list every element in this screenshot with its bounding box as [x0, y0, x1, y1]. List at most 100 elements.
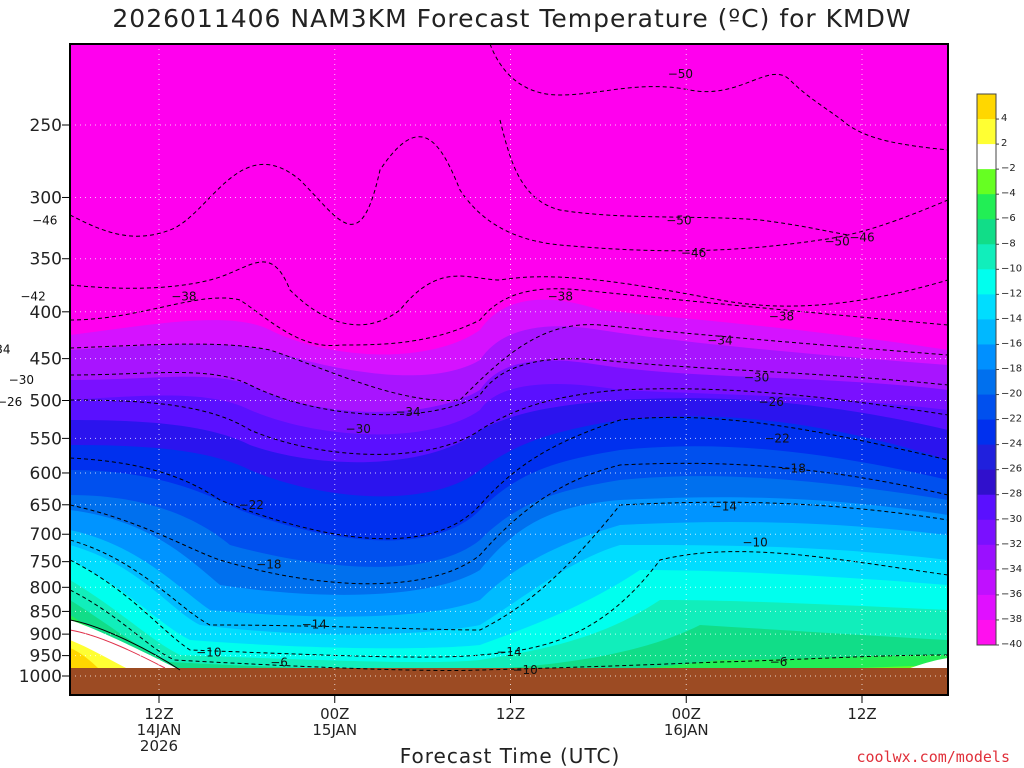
colorbar-label-4: −6 — [1001, 213, 1016, 224]
colorbar-swatch-13 — [977, 419, 996, 446]
colorbar-swatch-3 — [977, 169, 996, 195]
isotherm-zero — [69, 619, 181, 671]
contour-label-26: −10 — [512, 663, 537, 677]
x-tick-label-1-2: 15JAN — [312, 721, 357, 739]
contour-label-22: −14 — [302, 617, 327, 631]
colorbar-label-2: −2 — [1001, 163, 1016, 174]
contour-label-15: −30 — [744, 371, 769, 385]
colorbar-swatch-20 — [977, 594, 996, 621]
ground — [70, 668, 948, 695]
y-tick-label-300: 300 — [30, 188, 62, 208]
contour-label-29: −6 — [770, 655, 788, 669]
credit-link[interactable]: coolwx.com/models — [856, 748, 1010, 766]
isotherm-minus18 — [70, 462, 948, 585]
colorbar-label-21: −40 — [1001, 639, 1022, 650]
colorbar-label-15: −28 — [1001, 489, 1022, 500]
contour-label-21: −18 — [781, 461, 806, 475]
grid-lines — [70, 44, 948, 695]
colorbar-swatch-6 — [977, 244, 996, 270]
y-tick-label-900: 900 — [30, 625, 62, 645]
isotherm-minus38 — [70, 288, 948, 347]
colorbar-swatch-15 — [977, 469, 996, 496]
contour-label-25: −10 — [196, 645, 221, 659]
colorbar-swatch-8 — [977, 294, 996, 320]
colorbar-label-18: −34 — [1001, 564, 1022, 575]
colorbar-label-8: −14 — [1001, 313, 1022, 324]
x-tick-label-3-2: 16JAN — [664, 721, 709, 739]
contour-label-6: −42 — [20, 290, 45, 304]
y-tick-label-700: 700 — [30, 525, 62, 545]
colorbar-swatch-21 — [977, 619, 996, 646]
colorbar-swatch-18 — [977, 544, 996, 571]
y-tick-label-650: 650 — [30, 496, 62, 516]
x-tick-label-0-1: 12Z — [144, 705, 173, 723]
isotherm-minus30 — [70, 358, 948, 416]
contour-label-12: −34 — [395, 405, 420, 419]
y-axis: 250 300 350 400 450 500 550 600 650 700 750 800 850 9… — [19, 116, 70, 687]
x-axis-label: Forecast Time (UTC) — [399, 744, 621, 768]
contour-label-16: −26 — [0, 395, 22, 409]
contour-label-27: −10 — [742, 536, 767, 550]
colorbar-label-10: −18 — [1001, 364, 1022, 375]
contour-label-8: −38 — [548, 290, 573, 304]
contour-label-2: −50 — [824, 234, 849, 248]
colorbar: 4 2 −2 −4 −6 −8 −10 −12 −14 −16 −18 −20 −22 −24 −26 −28… — [976, 93, 1022, 650]
contour-label-20: −18 — [256, 557, 281, 571]
colorbar-swatch-0 — [977, 94, 996, 120]
x-tick-label-0-2: 14JAN — [137, 721, 182, 739]
contour-label-10: −34 — [0, 343, 11, 357]
colorbar-label-7: −12 — [1001, 288, 1022, 299]
colorbar-swatch-2 — [977, 144, 996, 170]
colorbar-label-11: −20 — [1001, 389, 1022, 400]
chart-title: 2026011406 NAM3KM Forecast Temperature (… — [112, 4, 912, 33]
contour-label-13: −30 — [9, 373, 34, 387]
colorbar-swatch-14 — [977, 444, 996, 471]
colorbar-swatch-19 — [977, 569, 996, 596]
isotherm-minus42 — [70, 261, 948, 326]
contour-labels: −50−50−50−46−46−46−42−38−38−38−34−34−34−… — [0, 67, 875, 677]
y-tick-label-600: 600 — [30, 464, 62, 484]
y-tick-label-950: 950 — [30, 647, 62, 667]
isotherm-minus50-b — [499, 119, 849, 236]
isotherm-minus46 — [70, 136, 948, 252]
colorbar-swatch-9 — [977, 319, 996, 345]
y-tick-label-850: 850 — [30, 602, 62, 622]
contour-label-7: −38 — [171, 290, 196, 304]
y-tick-label-400: 400 — [30, 303, 62, 323]
colorbar-label-1: 2 — [1001, 138, 1007, 149]
x-tick-label-4-1: 12Z — [847, 705, 876, 723]
colorbar-label-6: −10 — [1001, 263, 1022, 274]
colorbar-label-17: −32 — [1001, 539, 1022, 550]
contour-label-14: −30 — [346, 422, 371, 436]
colorbar-label-19: −36 — [1001, 589, 1022, 600]
colorbar-swatch-17 — [977, 519, 996, 546]
contour-label-4: −46 — [681, 246, 706, 260]
contour-label-19: −22 — [764, 431, 789, 445]
y-tick-label-750: 750 — [30, 553, 62, 573]
x-tick-label-0-3: 2026 — [140, 737, 178, 755]
colorbar-label-20: −38 — [1001, 614, 1022, 625]
isotherm-minus14 — [70, 501, 948, 631]
colorbar-swatch-5 — [977, 219, 996, 245]
y-tick-label-550: 550 — [30, 429, 62, 449]
y-tick-label-800: 800 — [30, 578, 62, 598]
contour-label-17: −26 — [759, 395, 784, 409]
colorbar-label-14: −26 — [1001, 464, 1022, 475]
contour-label-1: −50 — [666, 214, 691, 228]
contour-label-18: −22 — [239, 498, 264, 512]
colorbar-label-12: −22 — [1001, 414, 1022, 425]
colorbar-swatch-4 — [977, 194, 996, 220]
contour-label-5: −46 — [849, 231, 874, 245]
x-tick-label-2-1: 12Z — [496, 705, 525, 723]
contour-lines — [70, 44, 948, 672]
colorbar-label-16: −30 — [1001, 514, 1022, 525]
colorbar-swatch-16 — [977, 494, 996, 521]
y-tick-label-1000: 1000 — [19, 667, 62, 687]
colorbar-label-3: −4 — [1001, 188, 1016, 199]
contour-label-0: −50 — [668, 67, 693, 81]
plot-frame — [69, 43, 949, 696]
y-tick-label-250: 250 — [30, 116, 62, 136]
x-tick-label-1-1: 00Z — [320, 705, 349, 723]
